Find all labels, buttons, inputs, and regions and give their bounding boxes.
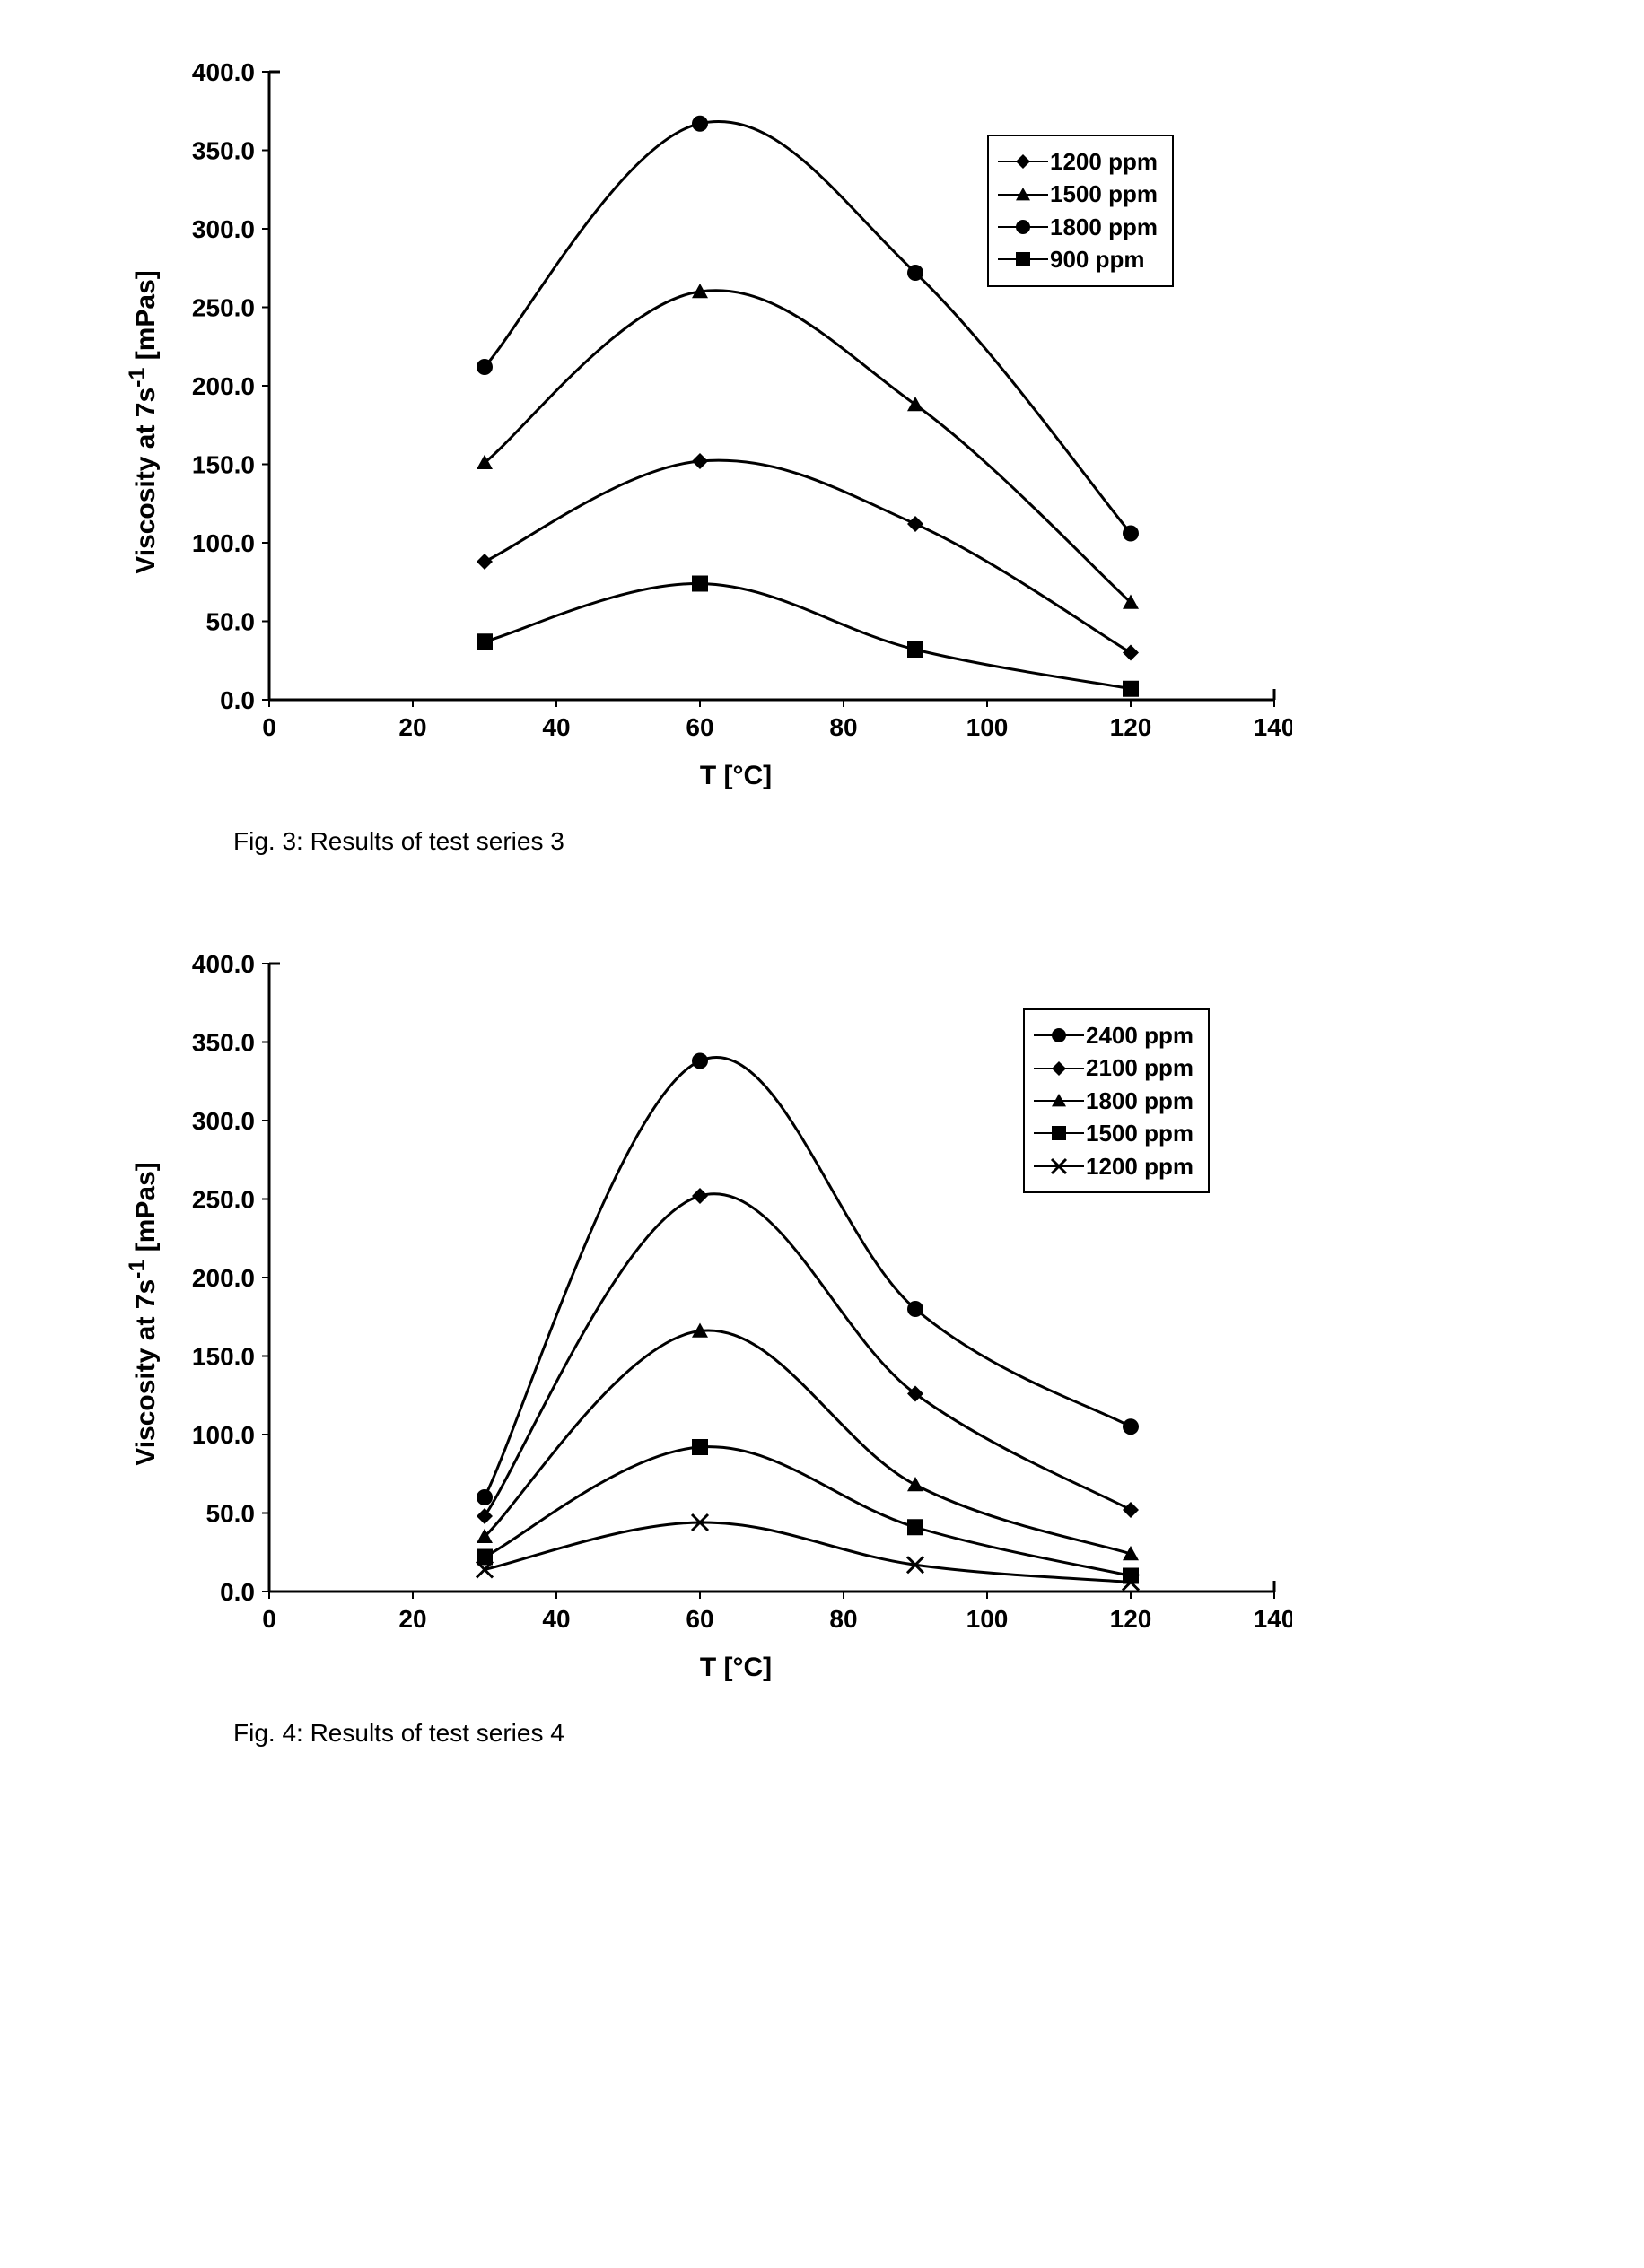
svg-text:0.0: 0.0 [220,1578,255,1606]
chart-3-ylabel: Viscosity at 7s-1 [mPas] [125,270,162,574]
svg-text:100.0: 100.0 [192,1421,255,1449]
svg-text:400.0: 400.0 [192,950,255,978]
legend-marker-diamond-icon [1034,1060,1084,1077]
chart-3-container: Viscosity at 7s-1 [mPas] 0.0 50.0 100.0 150… [72,54,1572,791]
svg-text:0: 0 [262,713,276,741]
svg-text:140: 140 [1254,1605,1292,1633]
legend-item: 1500 ppm [1034,1117,1194,1149]
legend-label: 1500 ppm [1086,1117,1194,1149]
legend-marker-triangle-icon [998,186,1048,204]
chart-4-xlabel: T [°C] [179,1653,1292,1683]
svg-text:0: 0 [262,1605,276,1633]
chart-4-legend: 2400 ppm 2100 ppm 1800 ppm 1500 ppm [1023,1008,1210,1193]
svg-text:100: 100 [966,1605,1009,1633]
svg-text:250.0: 250.0 [192,1186,255,1214]
svg-text:50.0: 50.0 [206,1500,256,1528]
legend-marker-diamond-icon [998,153,1048,170]
legend-item: 1800 ppm [998,211,1158,243]
svg-text:300.0: 300.0 [192,215,255,243]
chart-4-ylabel: Viscosity at 7s-1 [mPas] [125,1162,162,1466]
legend-marker-x-icon [1034,1157,1084,1175]
svg-text:400.0: 400.0 [192,58,255,86]
svg-text:200.0: 200.0 [192,372,255,400]
svg-text:100: 100 [966,713,1009,741]
legend-label: 2100 ppm [1086,1051,1194,1084]
chart-3-xlabel: T [°C] [179,761,1292,791]
svg-text:80: 80 [829,713,857,741]
legend-label: 2400 ppm [1086,1019,1194,1051]
legend-item: 900 ppm [998,243,1158,275]
svg-text:60: 60 [686,1605,713,1633]
chart-3-legend: 1200 ppm 1500 ppm 1800 ppm 900 ppm [987,135,1174,287]
legend-label: 900 ppm [1050,243,1145,275]
legend-label: 1500 ppm [1050,178,1158,210]
svg-text:120: 120 [1110,713,1152,741]
legend-item: 1200 ppm [998,145,1158,178]
legend-item: 1200 ppm [1034,1150,1194,1182]
svg-text:50.0: 50.0 [206,608,256,636]
legend-item: 2100 ppm [1034,1051,1194,1084]
svg-text:0.0: 0.0 [220,686,255,714]
svg-text:350.0: 350.0 [192,1029,255,1057]
legend-marker-square-icon [998,250,1048,268]
svg-text:350.0: 350.0 [192,137,255,165]
svg-text:200.0: 200.0 [192,1264,255,1292]
legend-label: 1200 ppm [1050,145,1158,178]
legend-item: 1500 ppm [998,178,1158,210]
chart-4-caption: Fig. 4: Results of test series 4 [233,1719,1572,1748]
chart-3-caption: Fig. 3: Results of test series 3 [233,827,1572,856]
svg-text:150.0: 150.0 [192,451,255,479]
legend-item: 1800 ppm [1034,1085,1194,1117]
svg-text:20: 20 [398,713,426,741]
legend-label: 1800 ppm [1050,211,1158,243]
legend-marker-triangle-icon [1034,1092,1084,1110]
svg-text:80: 80 [829,1605,857,1633]
svg-text:100.0: 100.0 [192,529,255,557]
svg-text:140: 140 [1254,713,1292,741]
svg-text:60: 60 [686,713,713,741]
legend-marker-circle-icon [998,218,1048,236]
svg-text:150.0: 150.0 [192,1343,255,1371]
legend-marker-square-icon [1034,1124,1084,1142]
svg-text:20: 20 [398,1605,426,1633]
chart-4-container: Viscosity at 7s-1 [mPas] 0.0 50.0 100.0 150… [72,946,1572,1683]
legend-marker-circle-icon [1034,1026,1084,1044]
svg-text:120: 120 [1110,1605,1152,1633]
svg-text:250.0: 250.0 [192,294,255,322]
legend-label: 1800 ppm [1086,1085,1194,1117]
legend-item: 2400 ppm [1034,1019,1194,1051]
svg-text:300.0: 300.0 [192,1107,255,1135]
legend-label: 1200 ppm [1086,1150,1194,1182]
svg-text:40: 40 [542,713,570,741]
svg-text:40: 40 [542,1605,570,1633]
